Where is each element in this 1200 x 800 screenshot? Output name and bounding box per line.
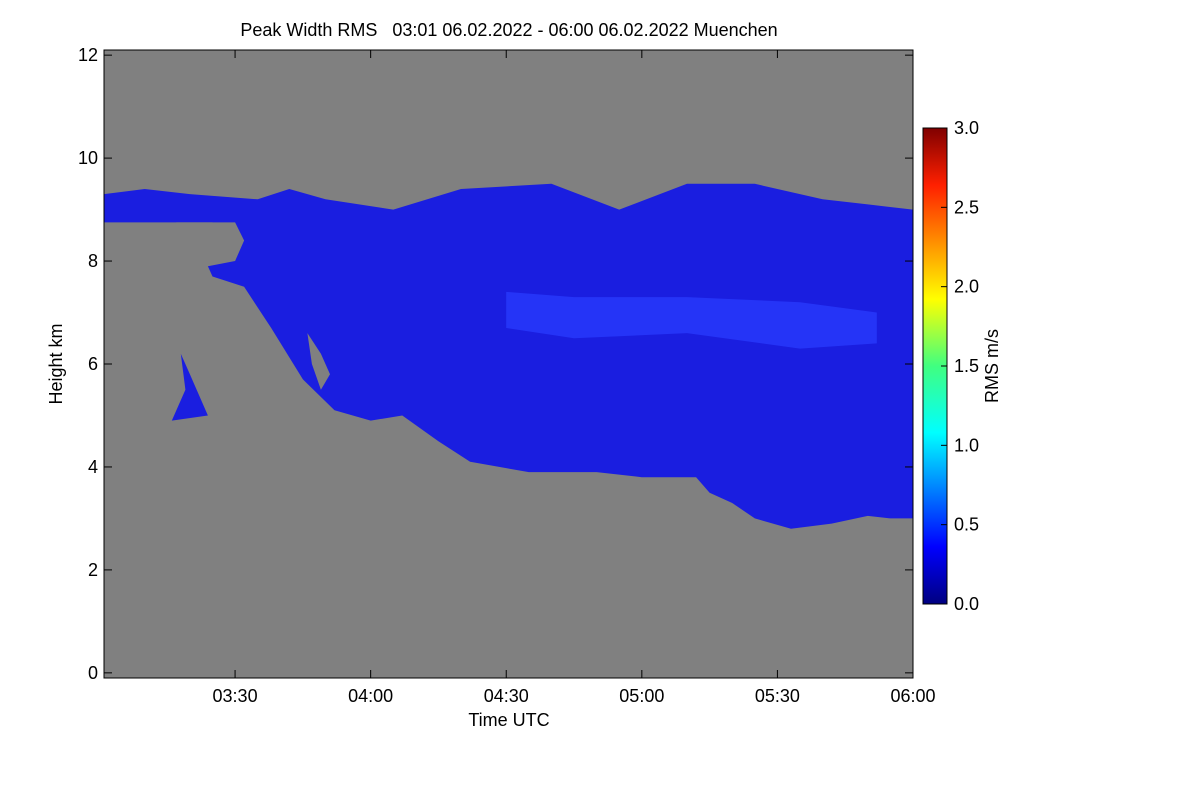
- x-tick-label: 03:30: [213, 686, 258, 706]
- y-tick-label: 12: [78, 45, 98, 65]
- x-tick-label: 05:30: [755, 686, 800, 706]
- colorbar-tick-label: 0.0: [954, 594, 979, 614]
- y-tick-label: 0: [88, 663, 98, 683]
- x-tick-label: 04:30: [484, 686, 529, 706]
- no-echo-gap: [307, 333, 330, 390]
- x-axis-title: Time UTC: [468, 710, 549, 730]
- x-tick-label: 06:00: [890, 686, 935, 706]
- isolated-cloud-patch: [171, 353, 208, 421]
- colorbar-tick-label: 0.5: [954, 515, 979, 535]
- cloud-echo-region: [104, 183, 913, 529]
- colorbar-tick-label: 1.5: [954, 356, 979, 376]
- colorbar-tick-label: 3.0: [954, 118, 979, 138]
- x-tick-label: 05:00: [619, 686, 664, 706]
- x-tick-label: 04:00: [348, 686, 393, 706]
- no-echo-gap: [171, 222, 245, 256]
- y-tick-label: 4: [88, 457, 98, 477]
- y-tick-label: 6: [88, 354, 98, 374]
- y-tick-label: 8: [88, 251, 98, 271]
- y-axis-title: Height km: [46, 323, 66, 404]
- colorbar-tick-label: 1.0: [954, 435, 979, 455]
- enhanced-rms-band: [506, 291, 877, 349]
- y-tick-label: 10: [78, 148, 98, 168]
- colorbar-title: RMS m/s: [982, 329, 1002, 403]
- colorbar-tick-label: 2.0: [954, 277, 979, 297]
- colorbar-tick-label: 2.5: [954, 197, 979, 217]
- chart-title: Peak Width RMS 03:01 06.02.2022 - 06:00 …: [240, 20, 778, 40]
- y-tick-label: 2: [88, 560, 98, 580]
